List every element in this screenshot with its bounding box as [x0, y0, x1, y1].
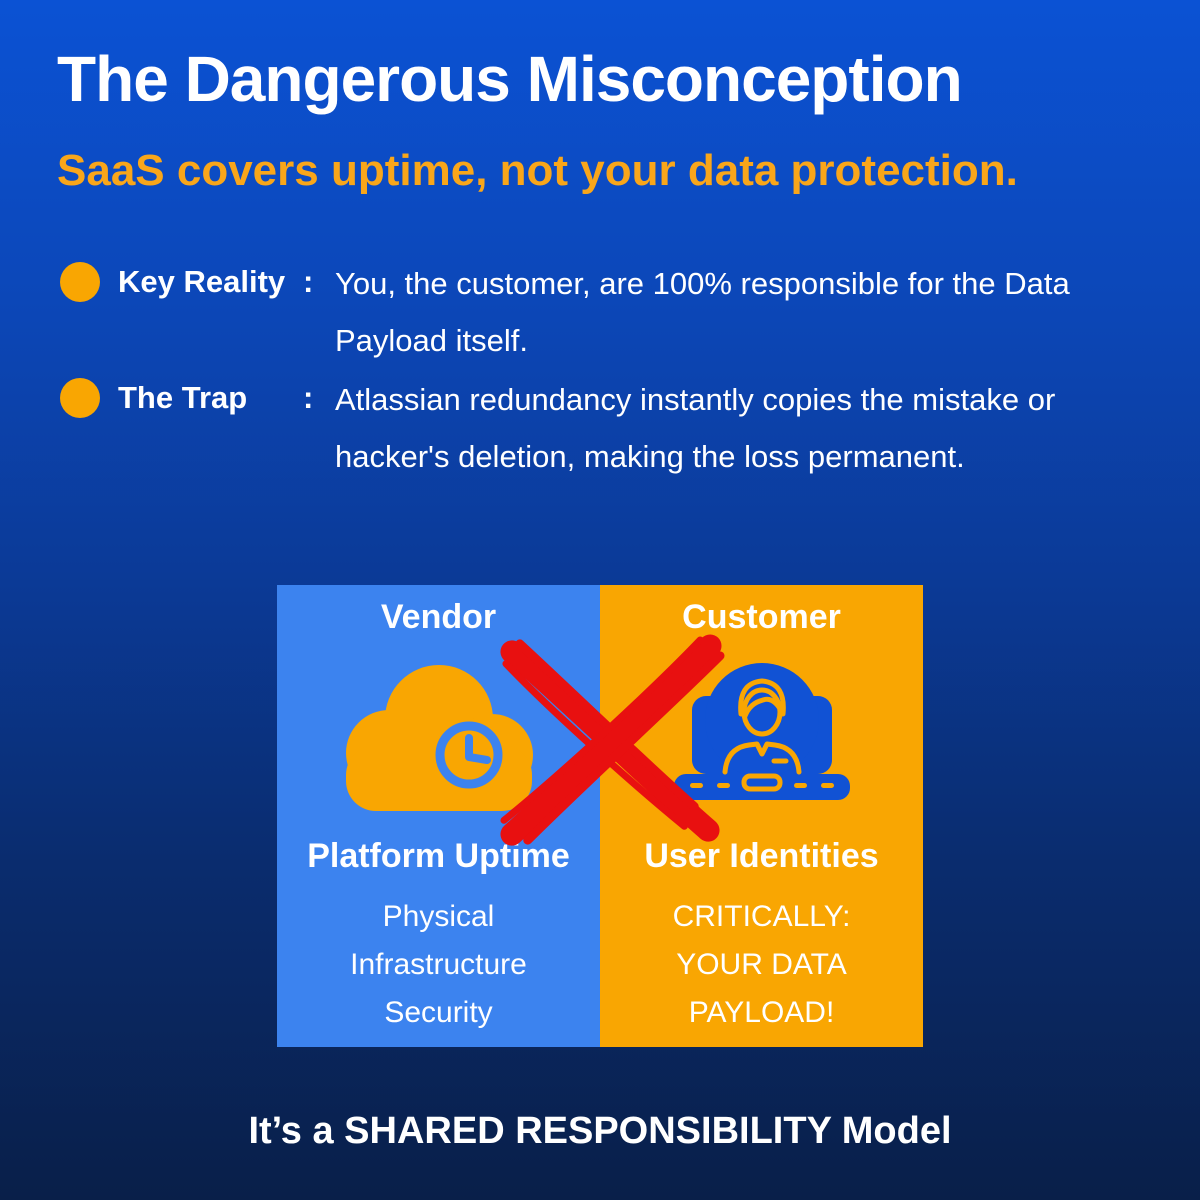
bullet-label: The Trap — [118, 380, 248, 415]
user-laptop-icon — [600, 647, 923, 827]
vendor-desc-line: Security — [384, 996, 493, 1029]
page-subtitle: SaaS covers uptime, not your data protec… — [57, 146, 1018, 195]
page-title: The Dangerous Misconception — [57, 43, 963, 115]
customer-header: Customer — [682, 598, 841, 636]
bullet-text: You, the customer, are 100% responsible … — [335, 266, 1070, 358]
bullet-colon: : — [303, 380, 314, 415]
vendor-title: Platform Uptime — [307, 837, 570, 875]
bullet-text: Atlassian redundancy instantly copies th… — [335, 382, 1056, 474]
bullet-dot-icon — [60, 378, 100, 418]
vendor-desc-line: Physical — [382, 900, 495, 933]
bullet-dot-icon — [60, 262, 100, 302]
customer-desc-line: YOUR DATA — [676, 948, 847, 981]
bullet-label: Key Reality — [118, 264, 286, 299]
vendor-description: Physical Infrastructure Security — [277, 893, 600, 1037]
cloud-uptime-icon — [277, 647, 600, 827]
vendor-customer-comparison: Vendor Platform Uptime Physical Infrastr… — [277, 585, 923, 1047]
customer-panel: Customer — [600, 585, 923, 1047]
vendor-panel: Vendor Platform Uptime Physical Infrastr… — [277, 585, 600, 1047]
bullet-colon: : — [303, 264, 314, 299]
vendor-desc-line: Infrastructure — [350, 948, 527, 981]
footer-caption: It’s a SHARED RESPONSIBILITY Model — [248, 1110, 952, 1152]
vendor-header: Vendor — [380, 598, 497, 636]
customer-desc-line: PAYLOAD! — [688, 996, 835, 1029]
customer-desc-line: CRITICALLY: — [672, 900, 851, 933]
customer-title: User Identities — [644, 837, 879, 875]
customer-description: CRITICALLY: YOUR DATA PAYLOAD! — [600, 893, 923, 1037]
